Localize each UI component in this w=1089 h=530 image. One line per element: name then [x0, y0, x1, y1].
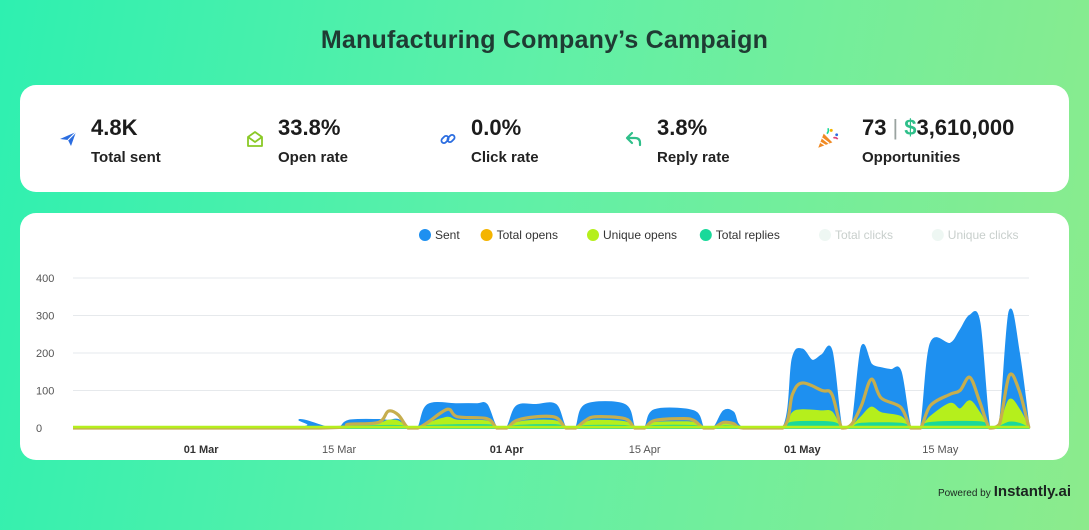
- x-tick-label: 15 Mar: [322, 444, 357, 456]
- stat-value: 33.8%: [278, 115, 341, 140]
- brand-name: Instantly.ai: [993, 483, 1071, 500]
- legend-swatch: [419, 229, 431, 241]
- opportunities-count: 73: [862, 115, 887, 140]
- stat-value: 73 | $3,610,000: [862, 115, 1014, 141]
- reply-arrow-icon: [625, 131, 642, 147]
- y-tick-label: 400: [36, 273, 54, 285]
- legend-label: Total replies: [716, 228, 780, 242]
- y-tick-label: 0: [36, 423, 42, 435]
- series-line-total-opens: [73, 372, 1031, 430]
- legend-label: Total clicks: [835, 228, 893, 242]
- legend-item-total-opens[interactable]: Total opens: [480, 228, 558, 242]
- legend-label: Unique opens: [603, 228, 677, 242]
- stat-label: Total sent: [91, 149, 161, 166]
- legend-item-total-replies[interactable]: Total replies: [699, 228, 780, 242]
- legend-item-sent[interactable]: Sent: [419, 228, 460, 242]
- y-axis: 0 100 200 300 400: [36, 273, 54, 435]
- currency-symbol: $: [904, 115, 917, 140]
- legend-swatch: [587, 229, 599, 241]
- legend-swatch: [699, 229, 712, 241]
- powered-by: Powered by Instantly.ai: [938, 483, 1071, 500]
- x-tick-label: 15 May: [922, 444, 959, 456]
- x-tick-label: 01 Apr: [490, 444, 525, 456]
- stat-value: 3.8%: [657, 115, 708, 140]
- series-area-sent: [73, 308, 1030, 429]
- legend-label: Total opens: [497, 228, 558, 242]
- x-tick-label: 15 Apr: [629, 444, 661, 456]
- opportunities-amount: 3,610,000: [916, 115, 1015, 140]
- legend-swatch: [819, 229, 831, 241]
- legend-swatch: [480, 229, 493, 241]
- chart-series: [73, 308, 1031, 430]
- stat-label: Reply rate: [657, 149, 730, 166]
- legend-item-unique-clicks[interactable]: Unique clicks: [931, 228, 1019, 242]
- chart-card: 0 100 200 300 400 01 Mar 15 Mar 01 Apr 15 Apr 01…: [20, 213, 1069, 460]
- stat-value: 4.8K: [91, 115, 138, 140]
- y-tick-label: 200: [36, 348, 54, 360]
- stat-label: Opportunities: [862, 149, 961, 166]
- paper-plane-icon: [60, 131, 77, 146]
- legend-item-total-clicks[interactable]: Total clicks: [819, 228, 893, 242]
- legend-swatch: [931, 229, 944, 241]
- stat-label: Open rate: [278, 149, 349, 166]
- open-envelope-icon: [247, 131, 263, 147]
- page-title: Manufacturing Company’s Campaign: [320, 26, 769, 54]
- powered-by-text: Powered by: [937, 488, 991, 499]
- chart-legend: Sent Total opens Unique opens Total replies…: [419, 228, 1019, 242]
- y-tick-label: 300: [36, 311, 54, 323]
- stat-label: Click rate: [471, 149, 539, 166]
- legend-label: Sent: [435, 228, 460, 242]
- x-axis: 01 Mar 15 Mar 01 Apr 15 Apr 01 May 15 May: [184, 444, 959, 456]
- legend-item-unique-opens[interactable]: Unique opens: [587, 228, 677, 242]
- x-tick-label: 01 May: [784, 444, 822, 456]
- x-tick-label: 01 Mar: [184, 444, 220, 456]
- y-tick-label: 100: [36, 386, 54, 398]
- legend-label: Unique clicks: [948, 228, 1019, 242]
- stat-value: 0.0%: [471, 115, 522, 140]
- value-separator: |: [892, 115, 899, 140]
- party-popper-icon: [818, 127, 839, 148]
- stats-card: 4.8K Total sent 33.8% Open rate 0.0% Cli…: [20, 85, 1069, 192]
- link-icon: [440, 134, 456, 144]
